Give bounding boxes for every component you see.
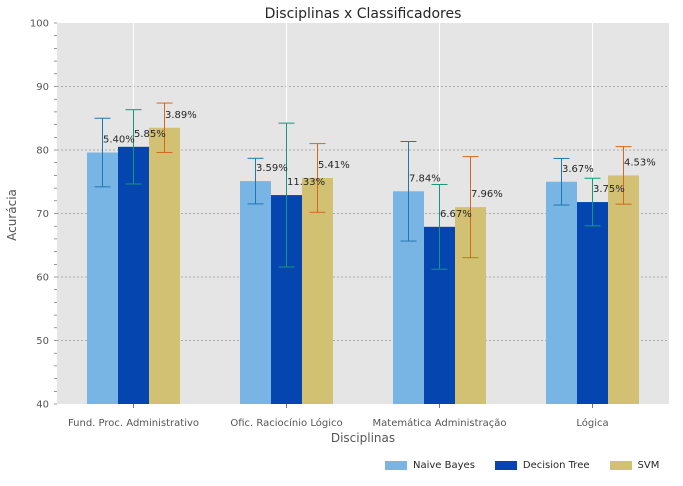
bar [118,146,149,404]
y-tick-label: 60 [36,273,49,284]
legend-swatch [385,461,407,470]
legend-label: Naive Bayes [413,460,475,471]
data-label: 3.59% [256,163,288,174]
x-tick-label: Ofic. Raciocínio Lógico [230,417,342,429]
data-label: 6.67% [440,209,472,220]
data-label: 5.40% [103,135,135,146]
x-tick-label: Fund. Proc. Administrativo [68,418,199,429]
y-tick-label: 40 [36,400,49,411]
y-axis-label: Acurácia [5,189,19,241]
data-label: 3.67% [562,164,594,175]
x-tick-label: Lógica [576,417,608,429]
y-tick-label: 70 [36,209,49,220]
bar [608,175,639,404]
y-tick-label: 100 [30,19,49,30]
x-axis-label: Disciplinas [331,431,395,445]
y-tick-label: 90 [36,82,49,93]
legend: Naive Bayes Decision Tree SVM [385,460,679,471]
legend-label: SVM [637,460,660,471]
legend-item-naive-bayes: Naive Bayes [385,460,475,471]
legend-item-svm: SVM [609,460,660,471]
x-tick-label: Matemática Administração [373,417,507,429]
bar [87,152,118,404]
bar [240,181,271,404]
legend-swatch [494,461,517,470]
data-label: 5.85% [134,129,166,140]
bar [546,181,577,404]
data-label: 7.84% [409,173,441,184]
data-label: 3.75% [593,184,625,195]
bar [577,202,608,404]
data-label: 3.89% [165,110,197,121]
legend-item-decision-tree: Decision Tree [494,460,590,471]
chart-title: Disciplinas x Classificadores [265,6,462,22]
bar [302,177,333,404]
data-label: 11.33% [287,177,325,188]
y-tick-label: 50 [36,336,49,347]
data-label: 4.53% [624,157,656,168]
legend-swatch [609,461,632,470]
legend-label: Decision Tree [522,460,590,471]
data-label: 7.96% [471,189,503,200]
data-label: 5.41% [318,160,350,171]
bar [149,127,180,405]
y-tick-label: 80 [36,146,49,157]
